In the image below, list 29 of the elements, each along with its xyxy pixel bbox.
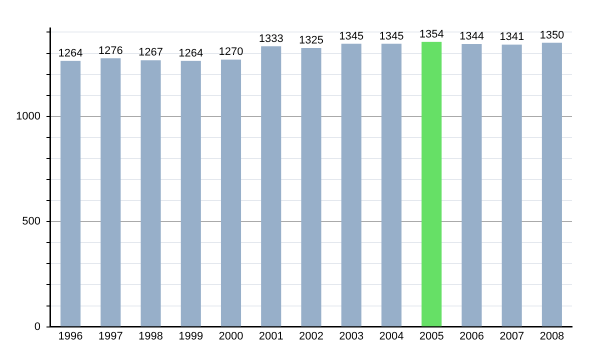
- data-label: 1333: [258, 32, 284, 45]
- data-label: 1345: [339, 30, 364, 42]
- data-label: 1325: [298, 34, 324, 47]
- y-tick-label: 0: [34, 320, 40, 333]
- x-tick-label: 2002: [298, 330, 324, 342]
- x-tick-label: 2008: [540, 330, 564, 342]
- data-label: 1267: [138, 46, 164, 59]
- x-tick-label: 2000: [218, 330, 244, 342]
- x-tick-label: 2007: [500, 330, 524, 342]
- x-tick-label: 2004: [379, 330, 404, 342]
- data-label: 1270: [218, 46, 244, 58]
- x-tick-label: 1999: [178, 330, 204, 342]
- x-tick-label: 1998: [138, 330, 164, 342]
- x-tick-label: 1997: [98, 330, 123, 342]
- data-label: 1341: [500, 31, 524, 44]
- x-tick-label: 2006: [459, 330, 484, 342]
- data-label: 1354: [419, 28, 444, 40]
- data-label: 1350: [540, 29, 564, 42]
- x-tick-label: 2005: [419, 330, 444, 342]
- data-label: 1345: [379, 30, 404, 42]
- x-tick-label: 2001: [258, 330, 284, 342]
- data-label: 1264: [58, 47, 83, 60]
- x-tick-label: 2003: [339, 330, 364, 342]
- y-tick-label: 500: [22, 216, 40, 228]
- y-tick-label: 1000: [16, 110, 40, 122]
- x-tick-label: 1996: [58, 330, 83, 342]
- data-label: 1344: [459, 30, 484, 43]
- data-label: 1264: [178, 47, 204, 60]
- data-label: 1276: [98, 44, 123, 57]
